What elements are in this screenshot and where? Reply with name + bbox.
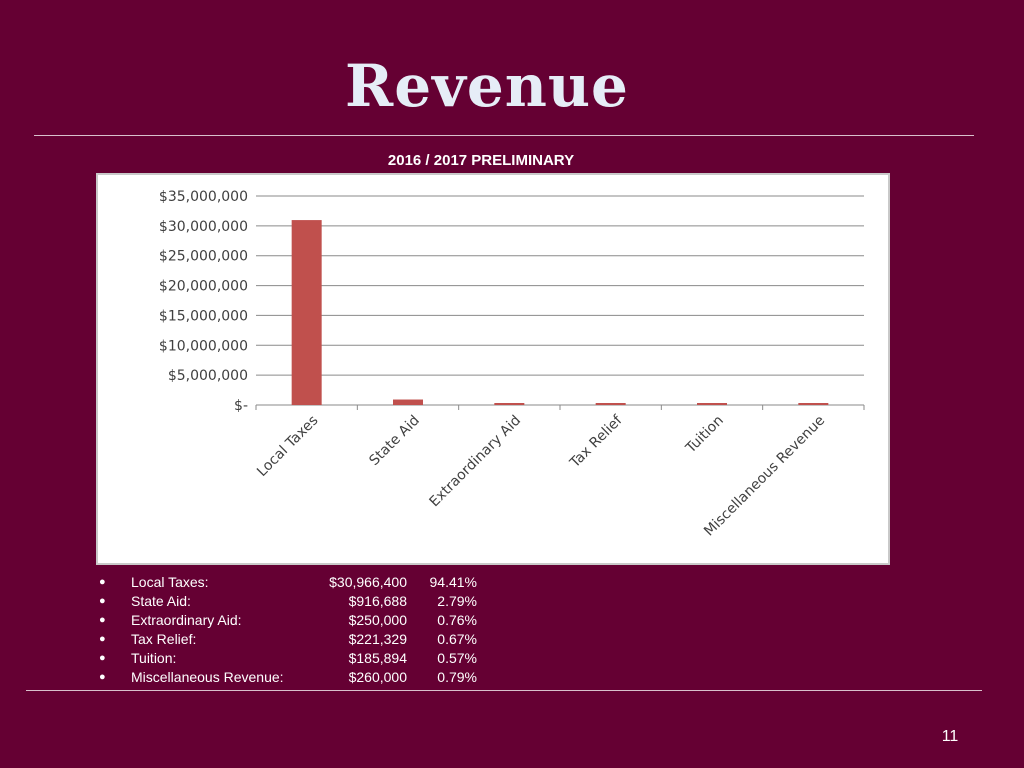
bullet-icon: ● — [99, 652, 106, 664]
bar — [595, 403, 626, 405]
bar — [697, 403, 727, 405]
top-divider — [34, 135, 974, 136]
x-tick-label: Extraordinary Aid — [427, 413, 525, 511]
item-percent: 0.76% — [437, 612, 477, 628]
bar — [494, 403, 525, 405]
bar — [291, 220, 322, 405]
page-number: 11 — [941, 728, 959, 745]
list-item: ● State Aid: $916,688 2.79% — [97, 592, 517, 611]
item-label: Tuition: — [131, 650, 177, 666]
chart-frame: $- $5,000,000 $10,000,000 $15,000,000 $20,00… — [96, 173, 890, 565]
list-item: ● Tuition: $185,894 0.57% — [97, 649, 517, 668]
bottom-divider — [26, 690, 982, 691]
bullet-icon: ● — [99, 671, 106, 683]
bar — [393, 399, 423, 405]
x-tick-label: Tuition — [682, 413, 727, 458]
item-amount: $916,688 — [348, 593, 407, 609]
y-tick-label: $5,000,000 — [168, 368, 248, 384]
item-amount: $221,329 — [348, 631, 407, 647]
list-item: ● Tax Relief: $221,329 0.67% — [97, 630, 517, 649]
item-percent: 0.79% — [437, 669, 477, 685]
bar-chart: $- $5,000,000 $10,000,000 $15,000,000 $20,00… — [159, 189, 865, 540]
item-amount: $185,894 — [348, 650, 407, 666]
item-label: State Aid: — [131, 593, 191, 609]
item-percent: 94.41% — [429, 574, 477, 590]
y-tick-label: $15,000,000 — [159, 308, 248, 324]
x-tick-label: Local Taxes — [254, 413, 321, 480]
y-tick-label: $10,000,000 — [159, 338, 248, 354]
item-label: Local Taxes: — [131, 574, 209, 590]
list-item: ● Miscellaneous Revenue: $260,000 0.79% — [97, 668, 517, 687]
item-percent: 0.57% — [437, 650, 477, 666]
revenue-breakdown-list: ● Local Taxes: $30,966,400 94.41% ● State Ai… — [97, 573, 517, 687]
y-tick-label: $35,000,000 — [159, 189, 248, 205]
bullet-icon: ● — [99, 614, 106, 626]
item-label: Extraordinary Aid: — [131, 612, 242, 628]
item-percent: 0.67% — [437, 631, 477, 647]
bar — [798, 403, 829, 405]
y-tick-label: $20,000,000 — [159, 279, 248, 295]
item-label: Miscellaneous Revenue: — [131, 669, 284, 685]
y-tick-label: $25,000,000 — [159, 249, 248, 265]
item-amount: $250,000 — [348, 612, 407, 628]
list-item: ● Extraordinary Aid: $250,000 0.76% — [97, 611, 517, 630]
bullet-icon: ● — [99, 633, 106, 645]
y-tick-label: $30,000,000 — [159, 219, 248, 235]
item-percent: 2.79% — [437, 593, 477, 609]
item-amount: $30,966,400 — [329, 574, 407, 590]
y-tick-label: $- — [234, 398, 248, 414]
item-label: Tax Relief: — [131, 631, 197, 647]
slide-title: Revenue — [345, 52, 629, 120]
bullet-icon: ● — [99, 595, 106, 607]
item-amount: $260,000 — [348, 669, 407, 685]
x-tick-label: Miscellaneous Revenue — [701, 413, 828, 540]
x-tick-label: State Aid — [366, 413, 422, 469]
bullet-icon: ● — [99, 576, 106, 588]
x-tick-label: Tax Relief — [566, 412, 626, 472]
chart-title: 2016 / 2017 PRELIMINARY — [387, 152, 575, 169]
list-item: ● Local Taxes: $30,966,400 94.41% — [97, 573, 517, 592]
